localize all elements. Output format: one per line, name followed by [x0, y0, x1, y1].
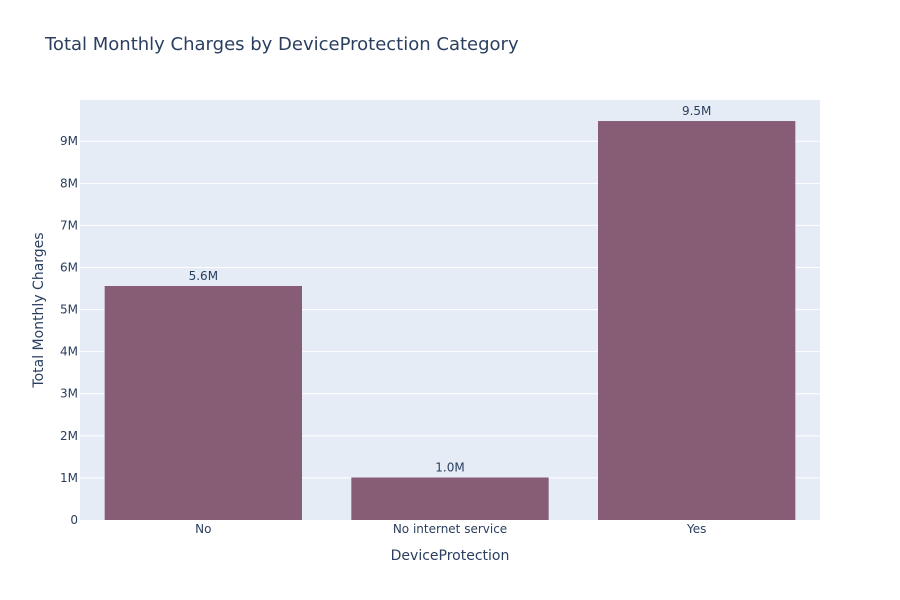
x-axis-ticks: No No internet service Yes [195, 522, 706, 536]
data-labels: 5.6M 1.0M 9.5M [189, 104, 712, 474]
bars [104, 121, 796, 520]
y-axis-ticks: 0 1M 2M 3M 4M 5M 6M 7M 8M 9M [60, 134, 78, 527]
y-tick-label: 8M [60, 176, 78, 190]
y-tick-label: 1M [60, 471, 78, 485]
bar [351, 477, 549, 520]
y-tick-label: 2M [60, 429, 78, 443]
y-axis-title: Total Monthly Charges [31, 232, 47, 388]
bar-data-label: 9.5M [682, 104, 711, 118]
bar [104, 286, 303, 520]
y-tick-label: 3M [60, 387, 78, 401]
y-tick-label: 6M [60, 260, 78, 274]
y-tick-label: 7M [60, 218, 78, 232]
y-tick-label: 9M [60, 134, 78, 148]
bar-data-label: 1.0M [435, 460, 464, 474]
bar-data-label: 5.6M [189, 269, 218, 283]
x-tick-label: Yes [686, 522, 706, 536]
x-tick-label: No [195, 522, 211, 536]
y-tick-label: 0 [70, 513, 78, 527]
y-tick-label: 5M [60, 303, 78, 317]
x-axis-title: DeviceProtection [391, 548, 510, 564]
y-tick-label: 4M [60, 345, 78, 359]
bar [598, 121, 796, 520]
chart-title: Total Monthly Charges by DeviceProtectio… [44, 34, 519, 55]
x-tick-label: No internet service [393, 522, 507, 536]
